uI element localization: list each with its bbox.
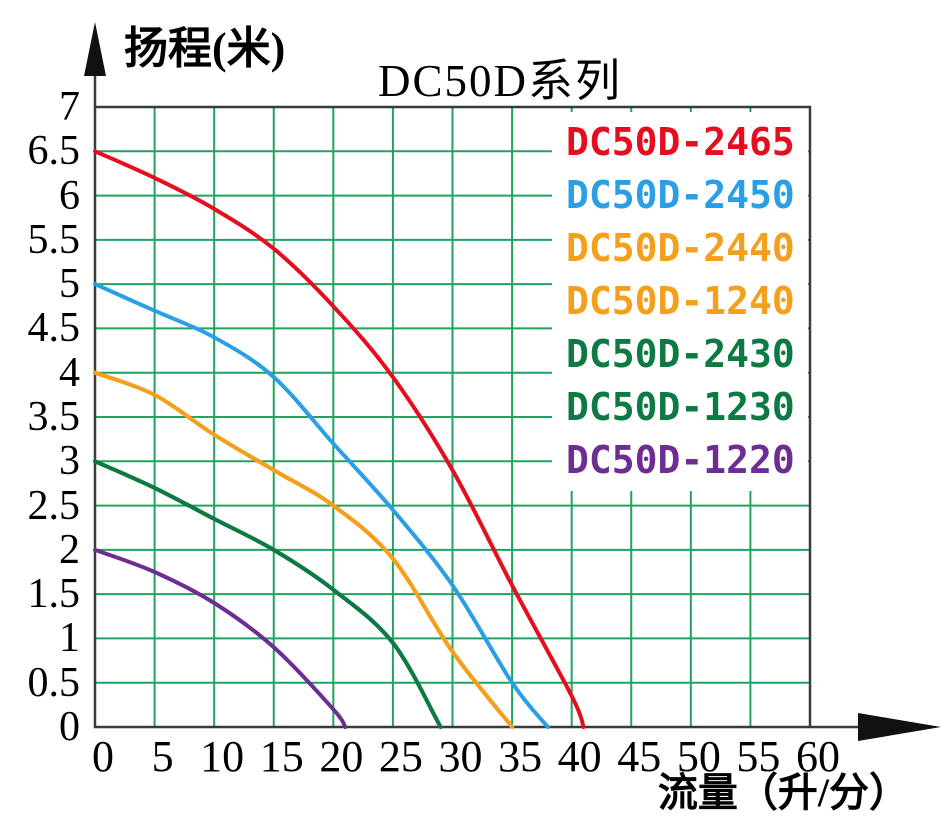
y-tick-label-6: 6 (59, 172, 80, 219)
y-tick-label-3: 3 (59, 438, 80, 485)
x-tick-label-5: 5 (151, 732, 174, 781)
y-axis-arrow-icon (84, 22, 106, 76)
legend-item-DC50D-1230: DC50D-1230 (566, 385, 795, 429)
x-tick-label-20: 20 (319, 732, 364, 781)
y-tick-label-2.5: 2.5 (27, 482, 81, 529)
plot-border (93, 105, 812, 729)
chart-title: DC50D系列 (377, 56, 622, 106)
legend-item-DC50D-1240: DC50D-1240 (566, 279, 795, 323)
curve-DC50D-1240 (93, 370, 515, 729)
x-axis-title: 流量（升/分） (657, 770, 909, 815)
y-tick-label-7: 7 (59, 84, 80, 130)
y-tick-label-4: 4 (59, 349, 80, 396)
x-tick-label-10: 10 (200, 732, 245, 781)
y-tick-label-6.5: 6.5 (27, 128, 81, 175)
x-tick-label-45: 45 (617, 732, 662, 781)
legend-item-DC50D-1220: DC50D-1220 (566, 438, 795, 482)
y-tick-label-2: 2 (59, 526, 80, 573)
legend-item-DC50D-2440: DC50D-2440 (566, 226, 795, 270)
y-tick-label-4.5: 4.5 (27, 305, 81, 352)
x-tick-label-35: 35 (498, 732, 543, 781)
y-tick-label-3.5: 3.5 (27, 394, 81, 440)
x-tick-label-30: 30 (438, 732, 483, 781)
legend-item-DC50D-2450: DC50D-2450 (566, 173, 795, 217)
curve-DC50D-2450 (93, 282, 550, 729)
curve-DC50D-2465 (93, 149, 586, 729)
curve-DC50D-1230 (93, 459, 443, 729)
curve-DC50D-1220 (93, 547, 348, 729)
y-tick-label-5: 5 (59, 261, 80, 308)
legend-item-DC50D-2430: DC50D-2430 (566, 332, 795, 376)
y-tick-label-0.5: 0.5 (27, 659, 81, 706)
y-tick-label-5.5: 5.5 (27, 216, 81, 263)
legend: DC50D-2465 DC50D-2450 DC50D-2440 DC50D-1240… (552, 112, 808, 491)
legend-item-DC50D-2465: DC50D-2465 (566, 120, 795, 164)
x-tick-label-55: 55 (736, 732, 781, 781)
y-tick-label-1.5: 1.5 (27, 571, 81, 618)
x-tick-label-25: 25 (378, 732, 423, 781)
y-tick-label-1: 1 (59, 615, 80, 662)
x-axis-arrow-icon (858, 713, 941, 741)
pump-curves (93, 149, 586, 729)
x-tick-label-40: 40 (557, 732, 602, 781)
x-tick-label-15: 15 (259, 732, 304, 781)
x-tick-label-60: 60 (796, 732, 840, 781)
y-tick-label-0: 0 (59, 704, 80, 750)
x-tick-label-50: 50 (676, 732, 721, 781)
x-tick-label-0: 0 (92, 732, 114, 781)
y-axis-title: 扬程(米) (124, 24, 286, 73)
